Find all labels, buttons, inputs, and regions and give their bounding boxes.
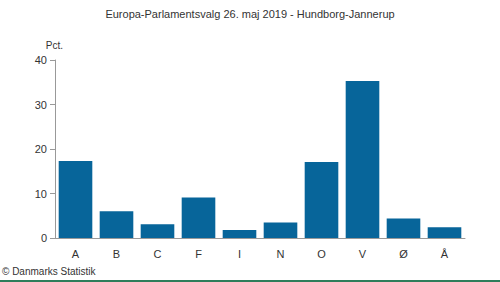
svg-text:40: 40 — [35, 54, 47, 66]
svg-text:I: I — [238, 248, 241, 260]
svg-text:O: O — [317, 248, 326, 260]
svg-text:© Danmarks Statistik: © Danmarks Statistik — [2, 266, 97, 277]
svg-text:Ø: Ø — [399, 248, 408, 260]
svg-text:V: V — [359, 248, 367, 260]
svg-text:Europa-Parlamentsvalg 26. maj: Europa-Parlamentsvalg 26. maj 2019 - Hun… — [105, 8, 394, 20]
svg-text:10: 10 — [35, 188, 47, 200]
svg-text:F: F — [195, 248, 202, 260]
svg-text:B: B — [113, 248, 120, 260]
svg-text:Å: Å — [441, 248, 449, 260]
svg-text:A: A — [72, 248, 80, 260]
svg-text:30: 30 — [35, 99, 47, 111]
svg-text:20: 20 — [35, 143, 47, 155]
svg-text:0: 0 — [41, 232, 47, 244]
svg-text:Pct.: Pct. — [46, 40, 63, 51]
svg-text:N: N — [277, 248, 285, 260]
svg-text:C: C — [154, 248, 162, 260]
